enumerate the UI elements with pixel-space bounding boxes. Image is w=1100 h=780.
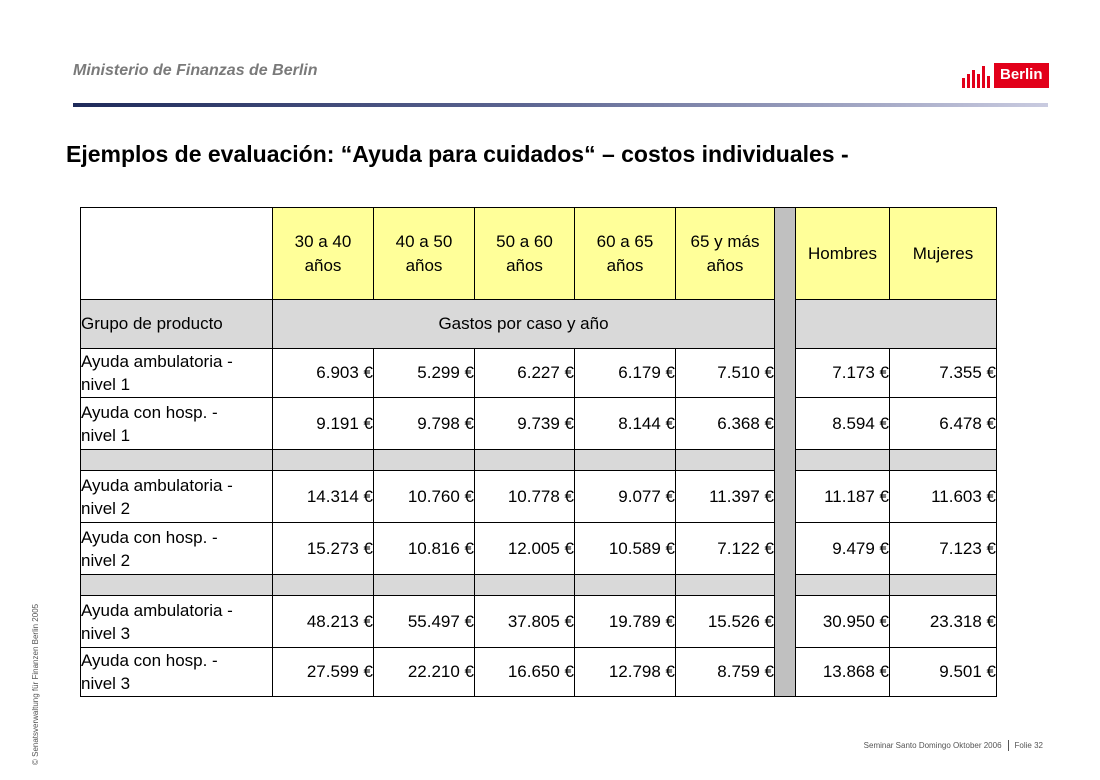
cost-table: 30 a 40 años 40 a 50 años 50 a 60 años 60 a… — [80, 207, 997, 697]
value-cell: 22.210 € — [373, 647, 475, 697]
value-cell: 7.510 € — [675, 348, 775, 398]
gender-header-mujeres: Mujeres — [889, 207, 997, 300]
row-label: Ayuda ambulatoria - nivel 3 — [80, 595, 273, 648]
value-cell: 16.650 € — [474, 647, 575, 697]
table-row: Ayuda con hosp. - nivel 1 9.191 € 9.798 €… — [80, 397, 997, 450]
ministry-name: Ministerio de Finanzas de Berlin — [73, 62, 318, 79]
separator-cell — [795, 449, 890, 471]
section-header-row: Grupo de producto Gastos por caso y año — [80, 299, 997, 349]
separator-cell — [373, 449, 475, 471]
value-cell: 55.497 € — [373, 595, 475, 648]
separator-cell — [889, 574, 997, 596]
table-row: Ayuda ambulatoria - nivel 1 6.903 € 5.299… — [80, 348, 997, 398]
value-cell: 15.273 € — [272, 522, 374, 575]
row-label: Ayuda con hosp. - nivel 2 — [80, 522, 273, 575]
value-cell: 6.227 € — [474, 348, 575, 398]
table-row: Ayuda con hosp. - nivel 3 27.599 € 22.210… — [80, 647, 997, 697]
separator-cell — [80, 449, 273, 471]
separator-cell — [675, 449, 775, 471]
separator-cell — [795, 574, 890, 596]
spending-label: Gastos por caso y año — [272, 299, 775, 349]
table-row: Ayuda ambulatoria - nivel 2 14.314 € 10.7… — [80, 470, 997, 523]
value-cell: 10.589 € — [574, 522, 676, 575]
value-cell: 48.213 € — [272, 595, 374, 648]
value-cell: 7.122 € — [675, 522, 775, 575]
age-header-2: 40 a 50 años — [373, 207, 475, 300]
table-row: Ayuda ambulatoria - nivel 3 48.213 € 55.4… — [80, 595, 997, 648]
value-cell: 8.144 € — [574, 397, 676, 450]
footer-separator — [1007, 740, 1009, 751]
gender-value-cell: 13.868 € — [795, 647, 890, 697]
gender-value-cell: 11.187 € — [795, 470, 890, 523]
row-label: Ayuda con hosp. - nivel 1 — [80, 397, 273, 450]
footer: Seminar Santo Domingo Oktober 2006 Folie… — [863, 740, 1043, 751]
gender-value-cell: 6.478 € — [889, 397, 997, 450]
berlin-logo-text: Berlin — [994, 63, 1049, 88]
age-header-5: 65 y más años — [675, 207, 775, 300]
gender-header-hombres: Hombres — [795, 207, 890, 300]
blank-corner-cell — [80, 207, 273, 300]
gender-value-cell: 9.479 € — [795, 522, 890, 575]
value-cell: 9.798 € — [373, 397, 475, 450]
value-cell: 11.397 € — [675, 470, 775, 523]
separator-cell — [474, 449, 575, 471]
gender-value-cell: 7.355 € — [889, 348, 997, 398]
value-cell: 27.599 € — [272, 647, 374, 697]
slide-title: Ejemplos de evaluación: “Ayuda para cuid… — [66, 141, 849, 167]
value-cell: 5.299 € — [373, 348, 475, 398]
group-label: Grupo de producto — [80, 299, 273, 349]
value-cell: 6.903 € — [272, 348, 374, 398]
value-cell: 15.526 € — [675, 595, 775, 648]
footer-slide-number: Folie 32 — [1014, 741, 1043, 750]
value-cell: 19.789 € — [574, 595, 676, 648]
value-cell: 12.798 € — [574, 647, 676, 697]
header-rule — [73, 103, 1048, 107]
value-cell: 6.179 € — [574, 348, 676, 398]
value-cell: 6.368 € — [675, 397, 775, 450]
separator-cell — [272, 449, 374, 471]
separator-cell — [574, 574, 676, 596]
spending-label-extension — [795, 299, 997, 349]
copyright-text: © Senatsverwaltung für Finanzen Berlin 2… — [31, 603, 40, 765]
value-cell: 12.005 € — [474, 522, 575, 575]
value-cell: 10.816 € — [373, 522, 475, 575]
value-cell: 9.077 € — [574, 470, 676, 523]
separator-cell — [574, 449, 676, 471]
gender-value-cell: 7.123 € — [889, 522, 997, 575]
gender-value-cell: 23.318 € — [889, 595, 997, 648]
separator-cell — [889, 449, 997, 471]
row-label: Ayuda ambulatoria - nivel 1 — [80, 348, 273, 398]
gender-value-cell: 30.950 € — [795, 595, 890, 648]
gender-value-cell: 11.603 € — [889, 470, 997, 523]
table-row: Ayuda con hosp. - nivel 2 15.273 € 10.816… — [80, 522, 997, 575]
gender-value-cell: 9.501 € — [889, 647, 997, 697]
value-cell: 9.191 € — [272, 397, 374, 450]
age-header-4: 60 a 65 años — [574, 207, 676, 300]
gap-column — [774, 207, 796, 697]
value-cell: 37.805 € — [474, 595, 575, 648]
berlin-logo-bars-icon — [962, 60, 990, 88]
separator-cell — [474, 574, 575, 596]
gender-value-cell: 7.173 € — [795, 348, 890, 398]
separator-cell — [272, 574, 374, 596]
value-cell: 10.760 € — [373, 470, 475, 523]
berlin-logo: Berlin — [962, 60, 1049, 88]
separator-row — [80, 449, 997, 471]
age-header-3: 50 a 60 años — [474, 207, 575, 300]
separator-cell — [80, 574, 273, 596]
separator-row — [80, 574, 997, 596]
separator-cell — [675, 574, 775, 596]
value-cell: 10.778 € — [474, 470, 575, 523]
header-row: 30 a 40 años 40 a 50 años 50 a 60 años 60 a… — [80, 207, 997, 697]
separator-cell — [373, 574, 475, 596]
value-cell: 14.314 € — [272, 470, 374, 523]
row-label: Ayuda ambulatoria - nivel 2 — [80, 470, 273, 523]
value-cell: 8.759 € — [675, 647, 775, 697]
footer-event: Seminar Santo Domingo Oktober 2006 — [863, 741, 1002, 750]
value-cell: 9.739 € — [474, 397, 575, 450]
gender-value-cell: 8.594 € — [795, 397, 890, 450]
row-label: Ayuda con hosp. - nivel 3 — [80, 647, 273, 697]
age-header-1: 30 a 40 años — [272, 207, 374, 300]
